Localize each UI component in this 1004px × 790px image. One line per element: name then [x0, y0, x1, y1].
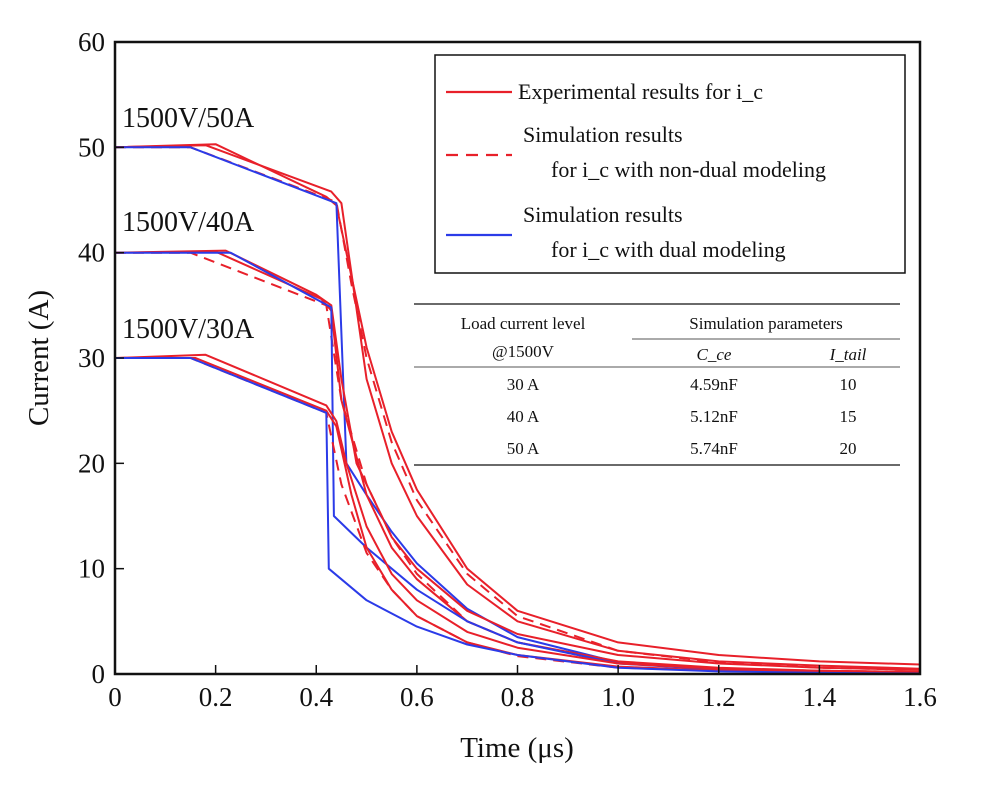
table-cell-r1-c1: 5.12nF	[690, 407, 738, 426]
table-header-voltage: @1500V	[492, 342, 555, 361]
x-tick-label-0: 0	[108, 682, 122, 712]
legend-text-experimental: Experimental results for i_c	[518, 79, 763, 104]
legend-text-dual-1: Simulation results	[523, 202, 683, 227]
legend-box	[434, 54, 906, 274]
x-tick-label-2: 0.4	[299, 682, 333, 712]
legend-text-non-dual-1: Simulation results	[523, 122, 683, 147]
y-tick-label-6: 60	[78, 27, 105, 57]
annotation-40a: 1500V/40A	[122, 207, 255, 238]
x-axis-label: Time (μs)	[460, 732, 574, 764]
table-header-load: Load current level	[461, 314, 586, 333]
series-line-8	[114, 353, 921, 673]
legend-label-dual-line2: for i_c with dual modeling	[551, 237, 786, 262]
table-cell-r2-c1: 5.74nF	[690, 439, 738, 458]
series-line-11	[115, 357, 921, 675]
table-cell-r1-c2: 15	[840, 407, 857, 426]
legend-text-non-dual-2: for i_c with non-dual modeling	[551, 157, 826, 182]
table-col-itail: I_tail	[829, 345, 867, 364]
table-header-sim-params: Simulation parameters	[689, 314, 842, 333]
series-line-2	[115, 146, 921, 671]
y-axis-label: Current (A)	[23, 290, 55, 426]
table-cell-r2-c0: 50 A	[507, 439, 540, 458]
y-tick-label-1: 10	[78, 554, 105, 584]
y-tick-label-2: 20	[78, 448, 105, 478]
parameter-table: Load current level @1500V Simulation par…	[414, 303, 900, 466]
legend-label-experimental: Experimental results for i_c	[518, 79, 763, 104]
annotation-30a: 1500V/30A	[122, 314, 255, 345]
table-background	[414, 304, 900, 465]
annotation-50a: 1500V/50A	[122, 103, 255, 134]
ticks-layer: 0 0.2 0.4 0.6 0.8 1.0 1.2 1.4 1.6 0 10 20 30 40 50 60	[78, 27, 937, 712]
x-tick-label-1: 0.2	[199, 682, 233, 712]
y-tick-label-5: 50	[78, 132, 105, 162]
x-tick-label-6: 1.2	[702, 682, 736, 712]
legend-label-non-dual-line1: Simulation results	[523, 122, 683, 147]
x-tick-label-4: 0.8	[501, 682, 535, 712]
legend: Experimental results for i_c Simulation …	[434, 54, 906, 274]
series-line-4	[114, 249, 921, 671]
x-tick-label-8: 1.6	[903, 682, 937, 712]
y-tick-label-0: 0	[92, 659, 106, 689]
y-tick-label-3: 30	[78, 343, 105, 373]
plot-frame	[113, 40, 922, 676]
x-tick-label-7: 1.4	[803, 682, 837, 712]
table-cell-r1-c0: 40 A	[507, 407, 540, 426]
legend-text-dual-2: for i_c with dual modeling	[551, 237, 786, 262]
legend-label-dual-line1: Simulation results	[523, 202, 683, 227]
table-cell-r0-c1: 4.59nF	[690, 375, 738, 394]
legend-label-non-dual-line2: for i_c with non-dual modeling	[551, 157, 826, 182]
x-tick-label-5: 1.0	[601, 682, 635, 712]
series-layer	[114, 143, 921, 675]
table-cell-r0-c0: 30 A	[507, 375, 540, 394]
table-cell-r0-c2: 10	[840, 375, 857, 394]
x-tick-label-3: 0.6	[400, 682, 434, 712]
table-col-cce: C_ce	[697, 345, 732, 364]
table-cell-r2-c2: 20	[840, 439, 857, 458]
y-tick-label-4: 40	[78, 238, 105, 268]
